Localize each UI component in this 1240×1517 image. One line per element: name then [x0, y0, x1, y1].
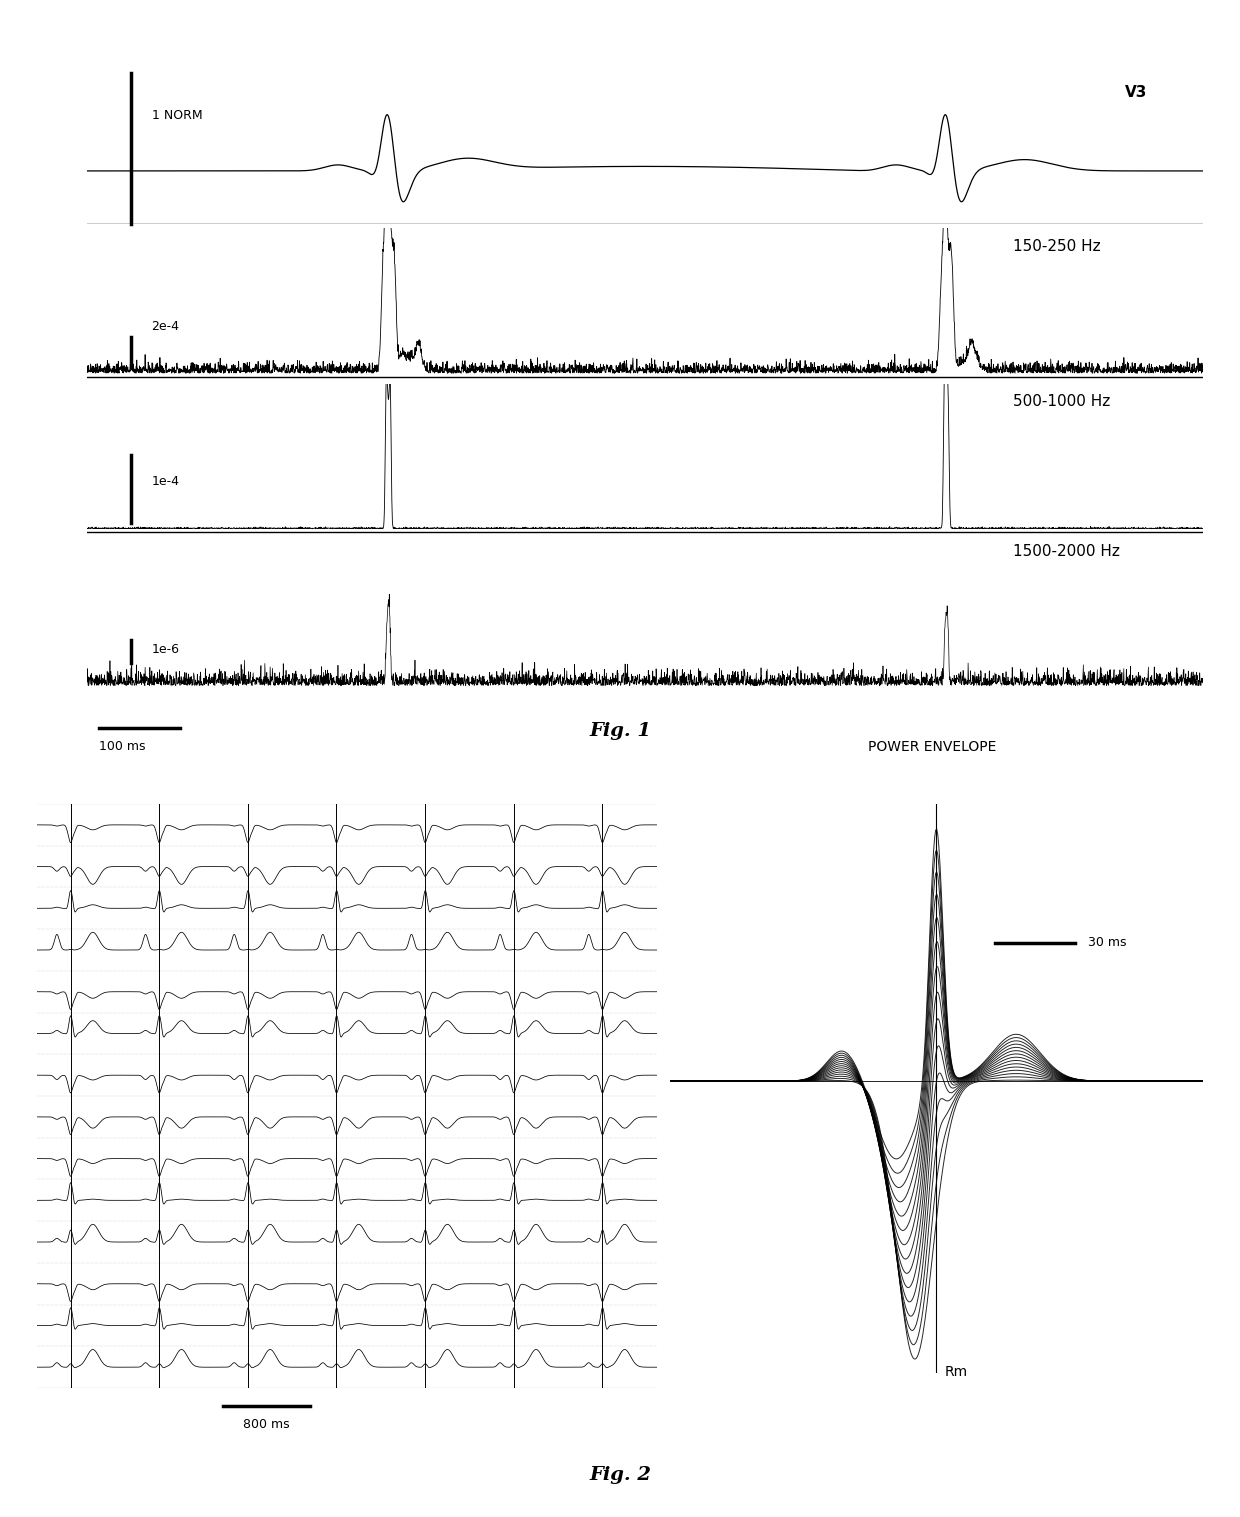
Text: 1e-4: 1e-4: [151, 475, 180, 488]
Text: 150-250 Hz: 150-250 Hz: [1013, 238, 1101, 253]
Text: 800 ms: 800 ms: [243, 1418, 290, 1432]
Text: 1 NORM: 1 NORM: [151, 109, 202, 121]
Text: V3: V3: [1125, 85, 1147, 100]
Text: 100 ms: 100 ms: [99, 740, 146, 754]
Text: Fig. 2: Fig. 2: [589, 1465, 651, 1484]
Text: POWER ENVELOPE: POWER ENVELOPE: [868, 740, 997, 754]
Text: 1500-2000 Hz: 1500-2000 Hz: [1013, 543, 1120, 558]
Text: 30 ms: 30 ms: [1089, 936, 1127, 950]
Text: 500-1000 Hz: 500-1000 Hz: [1013, 394, 1110, 410]
Text: Rm: Rm: [944, 1365, 967, 1379]
Text: 2e-4: 2e-4: [151, 320, 180, 332]
Text: 1e-6: 1e-6: [151, 643, 180, 655]
Text: Fig. 1: Fig. 1: [589, 722, 651, 740]
